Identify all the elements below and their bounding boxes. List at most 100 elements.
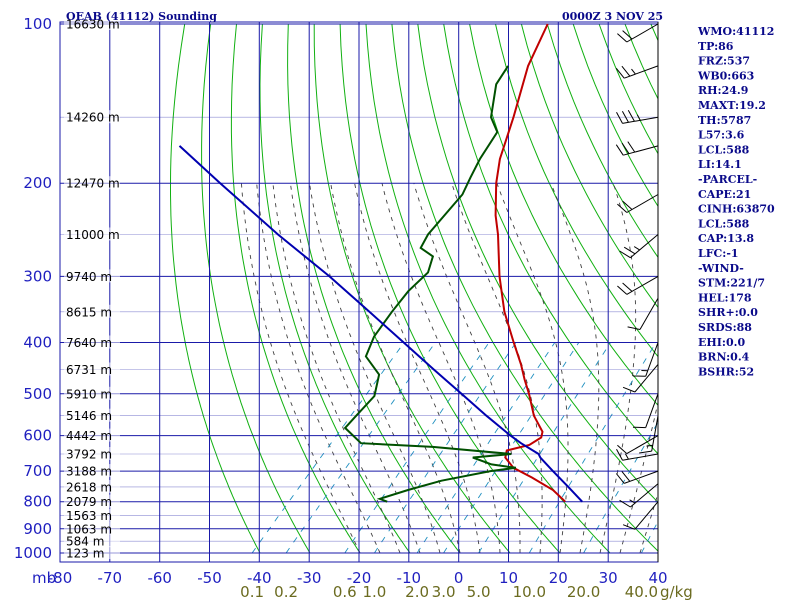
wind-barb-flag <box>621 65 631 77</box>
temperature-tick-label: 20 <box>549 569 568 587</box>
wind-barb-flag <box>615 144 624 156</box>
temperature-tick-label: 30 <box>599 569 618 587</box>
moist-adiabat <box>451 183 543 554</box>
wind-barb-flag <box>621 142 630 154</box>
wind-barb-flag <box>627 109 635 122</box>
wind-barb-shaft <box>626 194 659 213</box>
height-label: 123 m <box>66 547 104 561</box>
height-label: 9740 m <box>66 270 112 284</box>
height-label: 1063 m <box>66 522 112 536</box>
mixing-ratio-tick-label: 10.0 <box>513 583 546 600</box>
pressure-tick-label: 400 <box>23 334 52 352</box>
pressure-tick-label: 1000 <box>14 544 52 562</box>
dry-adiabat <box>572 23 658 208</box>
wind-barb-shaft <box>626 23 659 43</box>
stability-index: STM:221/7 <box>698 277 765 290</box>
wind-barb-shaft <box>651 415 659 452</box>
stability-index: EHI:0.0 <box>698 336 745 349</box>
wind-barb-flag <box>617 285 628 295</box>
height-label-bg <box>64 521 120 535</box>
wind-barb-shaft <box>626 275 659 295</box>
wind-barb-shaft <box>630 483 659 508</box>
height-label: 8615 m <box>66 305 112 319</box>
wind-barb-flag <box>623 246 636 255</box>
wind-barb-half-flag <box>633 246 640 251</box>
stability-index: HEL:178 <box>698 291 752 304</box>
stability-index: BSHR:52 <box>698 365 754 378</box>
height-label-bg <box>64 335 120 349</box>
height-label-bg <box>64 304 120 318</box>
wind-barb <box>617 194 659 213</box>
height-label: 14260 m <box>66 111 120 125</box>
height-label-bg <box>64 110 120 124</box>
mixing-ratio-line <box>285 342 436 554</box>
wind-barb-flag <box>622 282 633 292</box>
wind-barb-shaft <box>624 65 659 79</box>
stability-index: MAXT:19.2 <box>698 99 766 112</box>
stability-index: -PARCEL- <box>698 173 757 186</box>
wind-barbs <box>615 22 659 562</box>
wind-barb-shaft <box>645 342 659 377</box>
wind-barb <box>639 415 659 454</box>
height-label-bg <box>64 534 120 548</box>
stability-index: -WIND- <box>698 262 744 275</box>
pressure-temperature-grid <box>59 21 659 563</box>
stability-index: LFC:-1 <box>698 247 739 260</box>
temperature-tick-label: -80 <box>48 569 73 587</box>
mixing-ratio-line <box>344 342 490 554</box>
pressure-tick-label: 600 <box>23 427 52 445</box>
wind-barb-half-flag <box>629 499 636 504</box>
wind-barb <box>616 109 659 124</box>
temperature-tick-label: -30 <box>297 569 322 587</box>
wind-barb-flag <box>622 386 636 393</box>
temperature-tick-label: -40 <box>247 569 272 587</box>
wind-barb <box>617 275 659 295</box>
wind-barb-shaft <box>623 145 659 156</box>
wind-barb-flag <box>621 110 629 123</box>
wind-barb <box>627 298 659 330</box>
mixing-ratio-tick-label: 20.0 <box>567 583 600 600</box>
mixing-ratio-tick-label: 2.0 <box>405 583 429 600</box>
dewpoint-profile-line <box>343 65 517 503</box>
stability-index: FRZ:537 <box>698 55 750 68</box>
temperature-tick-label: -60 <box>147 569 172 587</box>
height-label-bg <box>64 408 120 422</box>
height-label: 6731 m <box>66 363 112 377</box>
pressure-tick-label: 800 <box>23 493 52 511</box>
height-label: 12470 m <box>66 177 120 191</box>
wind-barb <box>615 141 659 156</box>
wind-barb-shaft <box>639 298 659 330</box>
wind-barb-flag <box>622 524 636 530</box>
pressure-tick-label: 100 <box>23 15 52 33</box>
wind-barb-half-flag <box>646 444 653 447</box>
mixing-ratio-line <box>251 342 405 554</box>
wind-barb <box>622 501 659 530</box>
moist-adiabat <box>381 183 501 554</box>
wind-barb-shaft <box>622 453 659 461</box>
mixing-ratio-unit-label: g/kg <box>660 583 693 600</box>
wind-barb-shaft <box>634 501 659 530</box>
mixing-ratio-tick-label: 5.0 <box>467 583 491 600</box>
wind-barb-half-flag <box>636 114 641 121</box>
pressure-unit-label: mb <box>32 569 56 587</box>
stability-index: BRN:0.4 <box>698 351 750 364</box>
stability-index: CAP:13.8 <box>698 232 754 245</box>
height-label-bg <box>64 176 120 190</box>
valid-time: 0000Z 3 NOV 25 <box>562 10 663 23</box>
temperature-tick-label: -50 <box>197 569 222 587</box>
wind-barb <box>616 448 659 461</box>
temperature-profile-line <box>494 23 566 503</box>
stability-index: LCL:588 <box>698 217 750 230</box>
wind-barb-flag <box>615 473 625 484</box>
wind-barb <box>632 342 659 377</box>
height-label-bg <box>64 17 120 30</box>
pressure-tick-label: 900 <box>23 520 52 538</box>
wind-barb-flag <box>616 448 623 461</box>
pressure-tick-label: 300 <box>23 267 52 285</box>
stability-index: SHR+:0.0 <box>698 306 758 319</box>
stability-index: TH:5787 <box>698 114 751 127</box>
dry-adiabat <box>287 23 461 554</box>
wind-barb <box>619 483 659 508</box>
